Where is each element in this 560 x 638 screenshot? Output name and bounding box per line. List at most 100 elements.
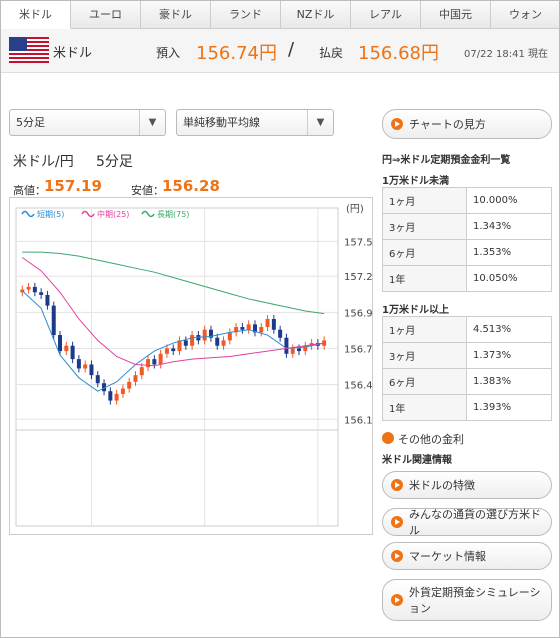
rate-value: 1.383% [466,368,552,395]
info-button[interactable]: 外貨定期預金シミュレーション [382,579,552,621]
candle-body [26,286,31,290]
rate-table: 1ヶ月 4.513% 3ヶ月 1.373% 6ヶ月 1.383% 1年 1.393% [382,316,552,421]
candle-body [297,348,302,352]
candle-body [83,364,88,369]
timestamp: 07/22 18:41 現在 [464,49,548,60]
rate-value: 10.050% [466,265,552,292]
legend-icon [141,210,155,218]
term: 1年 [382,394,467,421]
unit-label: (円) [346,204,364,215]
term: 3ヶ月 [382,213,467,240]
rate-row: 6ヶ月 1.383% [382,368,552,395]
candle-body [64,345,69,352]
rate-value: 10.000% [466,187,552,214]
other-rates-link[interactable]: その他の金利 [382,431,464,447]
candle-body [158,353,163,365]
x-tick-label: 15:30 [77,534,106,535]
other-rates-text: その他の金利 [398,433,464,446]
term: 6ヶ月 [382,239,467,266]
candle-body [202,329,207,341]
term: 1ヶ月 [382,316,467,343]
rate-row: 1年 10.050% [382,265,552,292]
candle-body [171,348,176,352]
candle-body [133,375,138,382]
deposit-rate: 156.74円 [196,43,277,64]
indicator-value: 単純移動平均線 [183,116,260,129]
currency-name: 米ドル [53,46,93,61]
candle-body [70,345,75,360]
y-tick-label: 156.43 [344,381,373,392]
tab[interactable]: ユーロ [71,1,141,29]
moving-average [21,257,325,367]
tab[interactable]: ランド [211,1,281,29]
candle-body [152,359,157,365]
rate-row: 6ヶ月 1.353% [382,239,552,266]
candle-body [139,367,144,376]
y-tick-label: 156.97 [344,308,373,319]
y-tick-label: 156.7 [344,344,373,355]
rate-row: 1ヶ月 10.000% [382,187,552,214]
term: 3ヶ月 [382,342,467,369]
high-label: 高値： [13,184,46,197]
candle-body [183,340,188,346]
indicator-select[interactable]: 単純移動平均線 ▼ [176,109,334,136]
rate-row: 1ヶ月 4.513% [382,316,552,343]
period-value: 5分足 [16,116,45,129]
us-flag [9,37,49,63]
x-tick-label: 17:00 [190,534,219,535]
rate-table: 1ヶ月 10.000% 3ヶ月 1.343% 6ヶ月 1.353% 1年 10.050% [382,187,552,292]
tab[interactable]: 中国元 [421,1,491,29]
tab[interactable]: レアル [351,1,421,29]
candle-body [51,305,56,336]
chart-period: 5分足 [96,154,133,170]
term: 1年 [382,265,467,292]
candle-body [240,327,245,330]
high-value: 157.19 [44,177,102,195]
rate-header: 米ドル 預入 156.74円 / 払戻 156.68円 07/22 18:41 … [1,29,559,73]
candle-body [278,329,283,338]
y-tick-label: 157.24 [344,272,373,283]
candle-body [265,319,270,328]
candle-body [234,327,239,333]
candle-body [290,348,295,354]
legend-label: 短期(5) [37,209,64,219]
rates-title: 円⇒米ドル定期預金金利一覧 [382,155,511,166]
withdraw-label: 払戻 [319,46,344,60]
info-button[interactable]: マーケット情報 [382,542,552,570]
rate-row: 1年 1.393% [382,394,552,421]
rate-value: 4.513% [466,316,552,343]
y-tick-label: 156.17 [344,415,373,426]
candle-body [32,286,37,293]
candle-body [177,340,182,352]
period-select[interactable]: 5分足 ▼ [9,109,166,136]
candle-body [322,340,327,346]
info-button[interactable]: みんなの通貨の選び方米ドル [382,508,552,537]
chart-pair: 米ドル/円 [13,154,74,170]
candle-body [215,337,220,346]
tab[interactable]: NZドル [281,1,351,29]
candle-body [20,289,25,293]
tab[interactable]: 豪ドル [141,1,211,29]
candle-body [120,388,125,394]
tab[interactable]: 米ドル [1,1,71,29]
candle-body [221,340,226,346]
term: 6ヶ月 [382,368,467,395]
candle-body [114,393,119,401]
candle-body [259,327,264,333]
info-title: 米ドル関連情報 [382,455,452,466]
info-button[interactable]: 米ドルの特徴 [382,471,552,499]
candle-body [146,359,151,368]
x-tick-label: 18:30 [303,534,332,535]
candle-body [190,335,195,346]
low-value: 156.28 [162,177,220,195]
rate-value: 1.353% [466,239,552,266]
candle-body [303,345,308,352]
select-arrow: ▼ [139,110,165,135]
link-icon [382,432,394,444]
tab[interactable]: ウォン [491,1,559,29]
under-title: 1万米ドル未満 [382,176,449,187]
guide-button[interactable]: チャートの見方 [382,109,552,139]
separator: / [288,39,295,60]
legend-icon [21,210,35,218]
